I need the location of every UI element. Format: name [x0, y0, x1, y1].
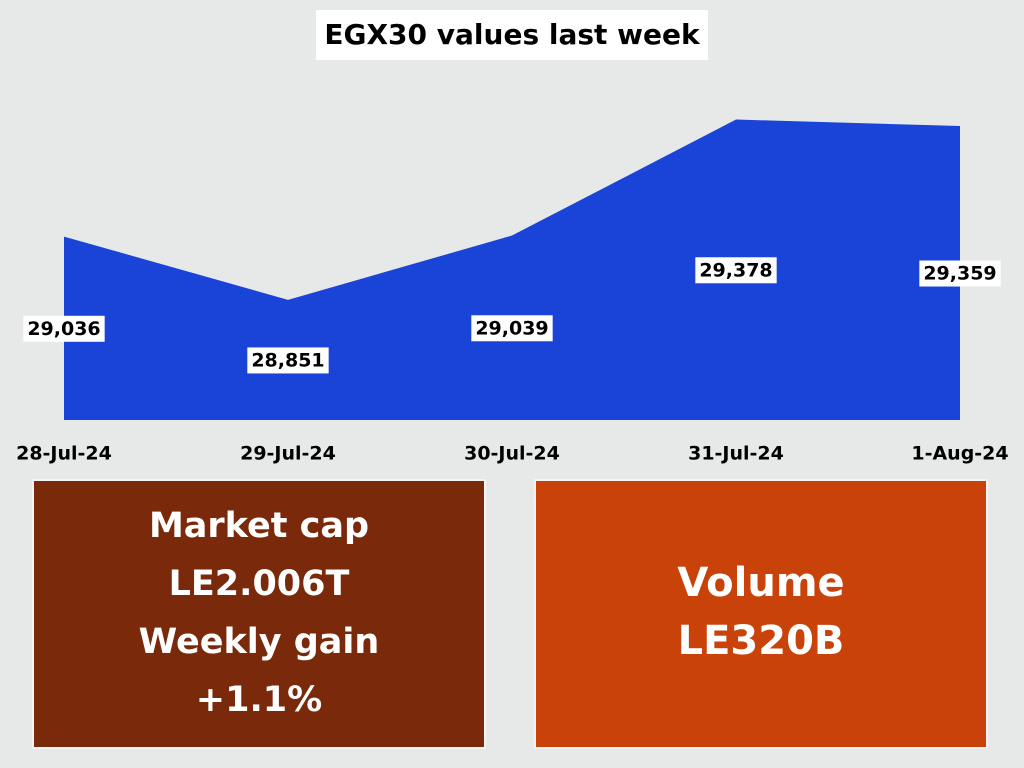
x-tick-label: 31-Jul-24 [688, 443, 784, 465]
panel-text: LE320B [678, 618, 845, 664]
value-label-box [247, 347, 329, 374]
value-label-box [471, 315, 553, 342]
panel-text: Market cap [149, 506, 369, 546]
info-panel [32, 479, 486, 749]
value-label-box [23, 315, 105, 342]
panel-text: Volume [677, 560, 844, 606]
value-label-text: 29,039 [475, 317, 548, 339]
value-label-text: 29,359 [923, 263, 996, 285]
info-panel [534, 479, 988, 749]
panel-text: +1.1% [196, 680, 322, 720]
title-box [316, 10, 708, 60]
area [64, 119, 960, 420]
value-label-text: 29,378 [699, 259, 772, 281]
value-label-text: 28,851 [251, 349, 324, 371]
x-tick-label: 29-Jul-24 [240, 443, 336, 465]
x-tick-label: 1-Aug-24 [911, 443, 1008, 465]
value-label-text: 29,036 [27, 318, 100, 340]
x-tick-label: 30-Jul-24 [464, 443, 560, 465]
value-label-box [695, 257, 777, 284]
value-label-box [919, 260, 1001, 287]
chart-title: EGX30 values last week [324, 18, 701, 51]
panel-text: LE2.006T [169, 564, 350, 604]
x-tick-label: 28-Jul-24 [16, 443, 112, 465]
panel-text: Weekly gain [139, 622, 380, 662]
